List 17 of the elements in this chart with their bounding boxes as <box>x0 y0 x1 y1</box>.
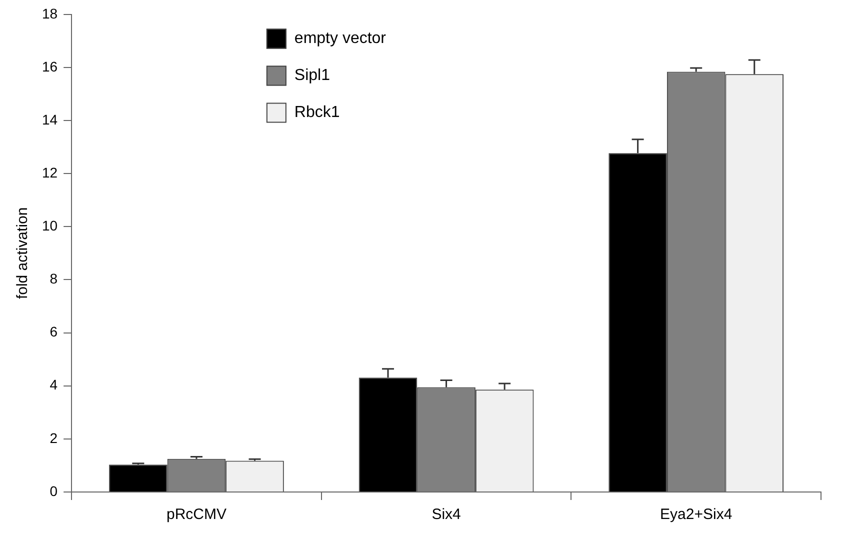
y-tick-label: 8 <box>50 270 58 287</box>
legend-label: empty vector <box>294 30 387 48</box>
legend-label: Sipl1 <box>294 67 330 84</box>
y-tick-label: 18 <box>42 5 58 22</box>
y-axis-title: fold activation <box>14 207 32 300</box>
x-tick-label: pRcCMV <box>166 506 226 524</box>
y-tick-label: 2 <box>50 430 58 446</box>
y-tick-label: 14 <box>42 111 58 128</box>
y-tick-label: 10 <box>42 218 58 234</box>
y-tick-label: 6 <box>50 324 58 340</box>
y-tick-label: 12 <box>42 164 58 180</box>
legend-label: Rbck1 <box>294 104 340 122</box>
y-tick-label: 4 <box>50 376 58 393</box>
y-tick-label: 16 <box>42 58 58 74</box>
x-tick-label: Eya2+Six4 <box>660 506 732 524</box>
y-tick-label: 0 <box>50 482 58 499</box>
x-tick-label: Six4 <box>432 506 461 524</box>
